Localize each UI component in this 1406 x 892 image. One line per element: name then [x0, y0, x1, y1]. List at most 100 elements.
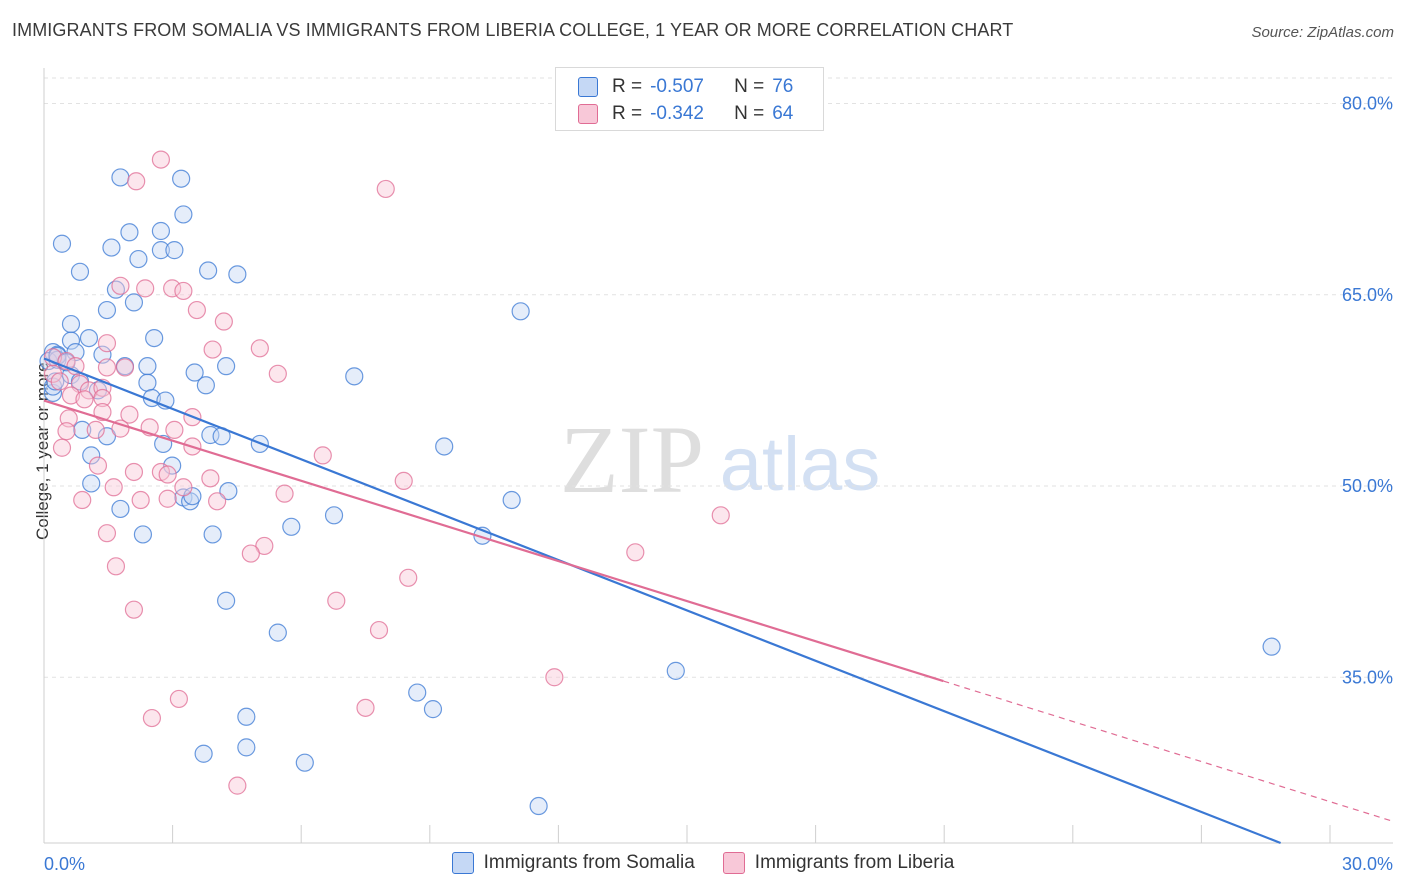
- liberia-point: [106, 557, 126, 576]
- legend-item-liberia[interactable]: Immigrants from Liberia: [722, 852, 955, 874]
- liberia-point: [545, 668, 564, 687]
- trend-layer: [43, 357, 1394, 845]
- somalia-point: [120, 223, 139, 242]
- somalia-point: [145, 329, 164, 348]
- liberia-point: [88, 456, 108, 475]
- liberia-point: [174, 281, 193, 301]
- somalia-point: [174, 205, 193, 224]
- liberia-point: [201, 469, 220, 488]
- x-tick-label-max: 30.0%: [1342, 854, 1393, 874]
- grid-layer: [44, 77, 1393, 678]
- somalia-point: [61, 331, 81, 350]
- liberia-point: [52, 438, 72, 457]
- liberia-point: [66, 357, 85, 376]
- somalia-point: [111, 499, 130, 519]
- liberia-point: [158, 465, 177, 484]
- somalia-point: [423, 700, 443, 719]
- somalia-point: [217, 591, 236, 610]
- x-tick-label-min: 0.0%: [44, 854, 85, 874]
- somalia-point: [666, 661, 685, 680]
- y-tick-label: 65.0%: [1342, 285, 1393, 305]
- somalia-point: [138, 357, 157, 376]
- liberia-n-value: 64: [772, 103, 794, 124]
- axis-layer: [43, 68, 1393, 844]
- somalia-point: [111, 168, 130, 187]
- somalia-point: [1262, 637, 1281, 656]
- somalia-point: [172, 169, 191, 188]
- liberia-legend-label: Immigrants from Liberia: [754, 852, 955, 873]
- somalia-point: [268, 623, 287, 642]
- somalia-point: [228, 265, 247, 284]
- liberia-point: [327, 591, 346, 610]
- liberia-point: [203, 340, 222, 359]
- y-tick-label: 80.0%: [1342, 94, 1393, 114]
- liberia-point: [124, 462, 144, 482]
- liberia-point: [169, 689, 188, 709]
- liberia-point: [313, 446, 332, 465]
- somalia-point: [138, 373, 157, 392]
- liberia-point: [356, 698, 375, 717]
- somalia-point: [408, 683, 427, 702]
- liberia-point: [93, 402, 112, 422]
- liberia-point: [142, 708, 162, 728]
- somalia-point: [79, 329, 99, 348]
- somalia-point: [237, 707, 256, 726]
- somalia-point: [237, 738, 256, 757]
- liberia-point: [93, 388, 112, 408]
- liberia-point: [214, 312, 233, 331]
- somalia-point: [73, 420, 92, 439]
- somalia-point: [502, 490, 521, 510]
- liberia-point: [43, 364, 63, 383]
- liberia-point: [97, 334, 117, 353]
- liberia-point: [151, 150, 171, 169]
- liberia-point: [174, 478, 193, 497]
- somalia-point: [217, 357, 236, 376]
- liberia-point: [115, 358, 135, 377]
- somalia-point: [70, 262, 90, 281]
- watermark-atlas: atlas: [720, 422, 881, 507]
- liberia-point: [97, 524, 117, 543]
- somalia-point: [163, 456, 182, 475]
- watermark-zip: ZIP: [560, 406, 704, 513]
- liberia-point: [158, 489, 177, 508]
- stats-legend: R = -0.507 N = 76 R = -0.342 N = 64: [555, 67, 824, 131]
- liberia-point: [131, 490, 150, 510]
- liberia-point: [369, 620, 389, 640]
- liberia-swatch: [578, 104, 598, 124]
- liberia-point: [104, 478, 123, 497]
- liberia-point: [120, 405, 139, 424]
- somalia-point: [151, 221, 171, 241]
- r-label: R =: [612, 76, 643, 97]
- liberia-point: [79, 381, 99, 400]
- somalia-r-value: -0.507: [650, 76, 704, 97]
- liberia-point: [255, 536, 274, 556]
- liberia-point: [86, 420, 105, 439]
- liberia-point: [111, 419, 130, 438]
- liberia-point: [241, 544, 260, 563]
- liberia-point: [394, 471, 413, 490]
- somalia-point: [165, 241, 184, 260]
- liberia-point: [711, 506, 730, 525]
- liberia-point: [124, 600, 144, 619]
- somalia-point: [43, 383, 63, 403]
- somalia-point: [52, 234, 72, 253]
- y-tick-label: 35.0%: [1342, 667, 1393, 687]
- liberia-point: [50, 372, 69, 391]
- liberia-point: [228, 776, 247, 795]
- liberia-trendline: [43, 399, 944, 683]
- source-credit: Source: ZipAtlas.com: [1251, 24, 1394, 41]
- somalia-point: [194, 744, 213, 763]
- stats-row-somalia: R = -0.507 N = 76: [578, 73, 793, 101]
- somalia-point: [102, 238, 121, 257]
- n-label: N =: [734, 103, 765, 124]
- tick-label-layer: 35.0% 50.0% 65.0% 80.0% 0.0% 30.0%: [44, 94, 1393, 875]
- somalia-point: [82, 474, 101, 493]
- liberia-point: [111, 276, 130, 295]
- somalia-point: [435, 437, 454, 456]
- chart-title: IMMIGRANTS FROM SOMALIA VS IMMIGRANTS FR…: [12, 20, 1014, 40]
- legend-item-somalia[interactable]: Immigrants from Somalia: [451, 852, 695, 874]
- liberia-point: [376, 179, 395, 199]
- somalia-point: [295, 753, 314, 772]
- n-label: N =: [734, 76, 765, 97]
